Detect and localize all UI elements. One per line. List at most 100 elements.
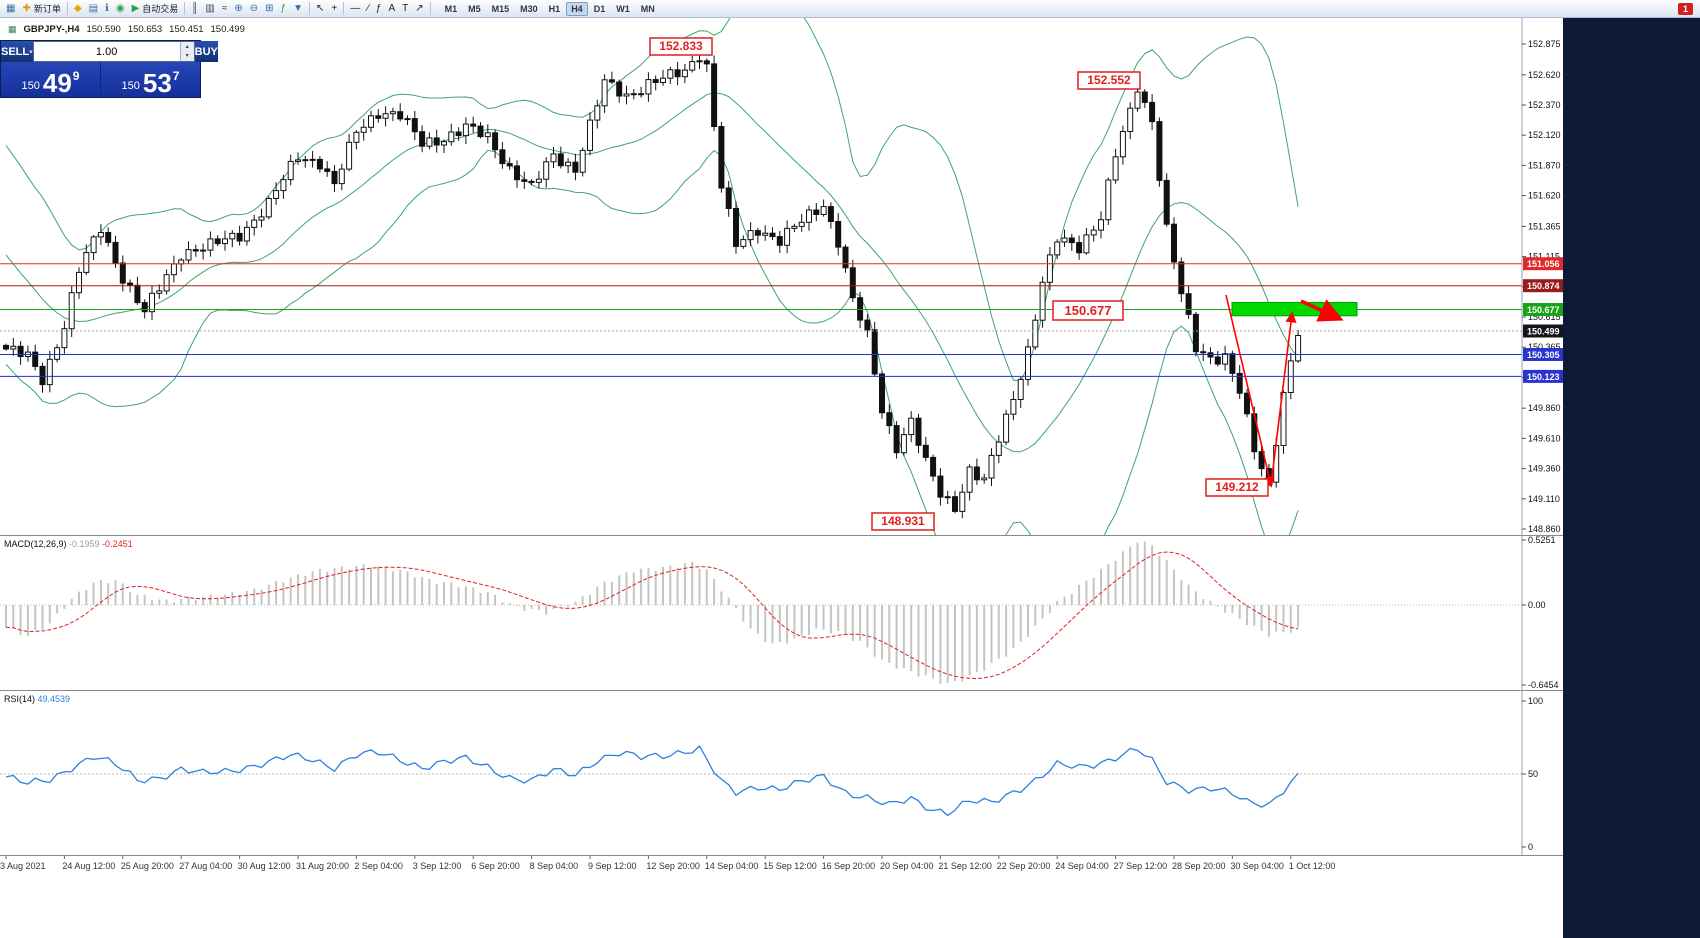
svg-text:22 Sep 20:00: 22 Sep 20:00 <box>997 861 1051 871</box>
cursor-icon[interactable]: ↖ <box>313 1 327 16</box>
chart-window-icon[interactable]: ▦ <box>3 1 18 16</box>
svg-text:152.370: 152.370 <box>1528 100 1561 110</box>
trend-arrow-2[interactable] <box>1300 299 1344 322</box>
svg-text:150.499: 150.499 <box>1527 327 1560 337</box>
sell-price[interactable]: 150 49 9 <box>1 62 100 97</box>
candlestick-chart-icon[interactable]: ▥ <box>202 1 217 16</box>
sell-button[interactable]: SELL <box>1 41 30 62</box>
sell-options-dropdown[interactable]: ▾ <box>29 41 33 62</box>
svg-text:151.365: 151.365 <box>1528 221 1561 231</box>
horizontal-lines[interactable] <box>0 263 1522 377</box>
timeframe-w1[interactable]: W1 <box>616 3 630 14</box>
timeframe-h1[interactable]: H1 <box>548 3 561 14</box>
toolbar-buttons: ▦ ✚ 新订单 ◆ ▤ ℹ ◉ ▶ 自动交易 ║ ▥ ≈ ⊕ ⊖ ⊞ ƒ ▼ ↖ + — ∕ ƒ A T ↗ <box>3 1 433 16</box>
svg-text:0.5251: 0.5251 <box>1528 535 1556 545</box>
rsi-panel[interactable]: 100 50 0 RSI(14) 49.4539 <box>0 690 1563 855</box>
trend-arrow-1[interactable] <box>1270 311 1297 486</box>
svg-text:0.00: 0.00 <box>1528 600 1546 610</box>
rsi-label: RSI(14) 49.4539 <box>4 694 70 704</box>
notifications-icon[interactable]: 1 <box>1677 2 1693 15</box>
label-tool-icon[interactable]: T <box>399 1 411 16</box>
macd-histogram <box>5 541 1300 684</box>
text-tool-icon[interactable]: A <box>385 1 398 16</box>
timeframe-m30[interactable]: M30 <box>520 3 538 14</box>
macd-panel[interactable]: 0.5251 0.00 -0.6454 MACD(12,26,9) -0.1959 -… <box>0 535 1563 690</box>
svg-text:150.365: 150.365 <box>1528 342 1561 352</box>
timeframe-m1[interactable]: M1 <box>444 3 458 14</box>
horizontal-line-icon[interactable]: — <box>347 1 363 16</box>
tile-windows-icon-glyph: ⊞ <box>265 2 274 14</box>
volume-stepper: ▴ ▾ <box>179 42 194 61</box>
svg-text:152.875: 152.875 <box>1528 39 1561 49</box>
price-annotation-box[interactable] <box>1205 478 1269 497</box>
toolbar-separator <box>308 2 310 15</box>
autotrade-button[interactable]: ▶ 自动交易 <box>129 1 182 16</box>
tile-windows-icon[interactable]: ⊞ <box>262 1 276 16</box>
price-annotation-box[interactable] <box>649 37 713 56</box>
price-annotation-box[interactable] <box>1052 300 1124 321</box>
favorites-icon[interactable]: ◆ <box>71 1 85 16</box>
price-badge <box>1523 324 1563 338</box>
data-window-icon-glyph: ℹ <box>105 2 109 14</box>
candles <box>3 52 1302 519</box>
bar-chart-icon[interactable]: ║ <box>188 1 201 16</box>
templates-icon-glyph: ▼ <box>293 2 303 14</box>
crosshair-icon[interactable]: + <box>328 1 340 16</box>
data-window-icon[interactable]: ℹ <box>102 1 112 16</box>
buy-button[interactable]: BUY <box>194 41 218 62</box>
volume-input[interactable] <box>33 42 180 61</box>
price-annotation-box[interactable] <box>1077 71 1141 90</box>
price-annotation-text: 150.677 <box>1065 303 1112 318</box>
price-annotation-box[interactable] <box>871 512 935 531</box>
svg-text:150.615: 150.615 <box>1528 312 1561 322</box>
svg-text:150.123: 150.123 <box>1527 372 1560 382</box>
timeframe-m5[interactable]: M5 <box>468 3 481 14</box>
svg-text:21 Sep 12:00: 21 Sep 12:00 <box>938 861 992 871</box>
macd-label: MACD(12,26,9) -0.1959 -0.2451 <box>4 539 133 549</box>
svg-text:2 Sep 04:00: 2 Sep 04:00 <box>354 861 403 871</box>
timeframe-mn[interactable]: MN <box>640 3 655 14</box>
timeframe-d1[interactable]: D1 <box>593 3 606 14</box>
annotations[interactable]: 152.833 152.552 150.677 149.212 148.931 <box>649 37 1269 531</box>
trendline-icon-glyph: ∕ <box>367 2 369 14</box>
price-annotation-text: 148.931 <box>881 514 925 528</box>
svg-text:6 Sep 20:00: 6 Sep 20:00 <box>471 861 520 871</box>
chart-symbol-header: ▦ GBPJPY-,H4 150.590 150.653 150.451 150… <box>8 24 245 35</box>
new-order-button[interactable]: ✚ 新订单 <box>19 1 63 16</box>
supply-zone[interactable] <box>1231 302 1358 317</box>
fibonacci-icon[interactable]: ƒ <box>373 1 385 16</box>
templates-icon[interactable]: ▼ <box>290 1 306 16</box>
svg-text:148.860: 148.860 <box>1528 524 1561 534</box>
trendline-icon[interactable]: ∕ <box>364 1 372 16</box>
trend-arrow-0[interactable] <box>1225 294 1275 488</box>
buy-price[interactable]: 150 53 7 <box>100 62 200 97</box>
navigator-icon[interactable]: ◉ <box>113 1 128 16</box>
indicators-icon[interactable]: ƒ <box>278 1 290 16</box>
volume-up-button[interactable]: ▴ <box>180 42 194 52</box>
market-watch-icon-glyph: ▤ <box>88 2 99 14</box>
svg-text:151.870: 151.870 <box>1528 160 1561 170</box>
chart-window-icon-glyph: ▦ <box>6 2 16 14</box>
svg-text:149.610: 149.610 <box>1528 433 1561 443</box>
trend-arrows[interactable] <box>1225 294 1344 488</box>
timeframe-h4[interactable]: H4 <box>566 1 588 16</box>
new-order-button-glyph: ✚ <box>22 2 31 14</box>
volume-down-button[interactable]: ▾ <box>180 51 194 61</box>
supply-zone-rectangle[interactable] <box>1231 302 1358 317</box>
svg-text:24 Aug 12:00: 24 Aug 12:00 <box>62 861 115 871</box>
svg-text:100: 100 <box>1528 696 1543 706</box>
svg-text:12 Sep 20:00: 12 Sep 20:00 <box>646 861 700 871</box>
timeframe-m15[interactable]: M15 <box>491 3 510 14</box>
svg-text:24 Sep 04:00: 24 Sep 04:00 <box>1055 861 1109 871</box>
line-chart-icon[interactable]: ≈ <box>219 1 231 16</box>
market-watch-icon[interactable]: ▤ <box>86 1 101 16</box>
zoom-out-icon[interactable]: ⊖ <box>247 1 261 16</box>
arrows-tool-icon[interactable]: ↗ <box>412 1 426 16</box>
svg-text:50: 50 <box>1528 769 1538 779</box>
volume-field: ▴ ▾ <box>32 41 195 62</box>
svg-text:150.677: 150.677 <box>1527 305 1560 315</box>
zoom-in-icon[interactable]: ⊕ <box>231 1 245 16</box>
svg-text:149.360: 149.360 <box>1528 464 1561 474</box>
svg-text:8 Sep 04:00: 8 Sep 04:00 <box>530 861 579 871</box>
